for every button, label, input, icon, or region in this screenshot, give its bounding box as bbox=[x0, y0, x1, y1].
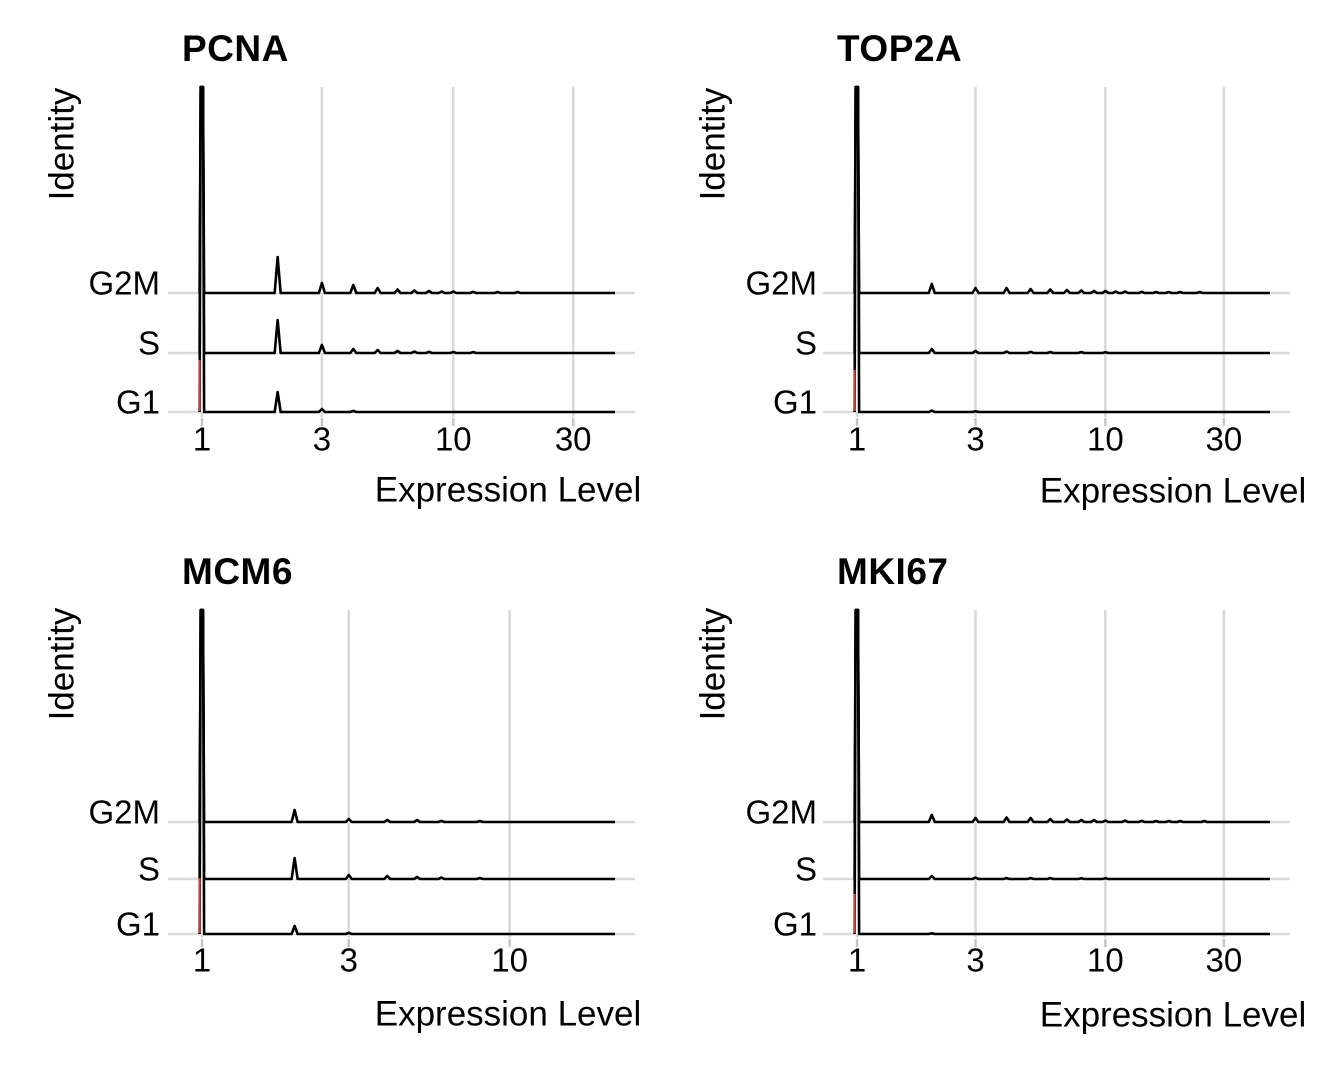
panel-title-pcna: PCNA bbox=[182, 28, 289, 69]
ridge-mki67-s bbox=[853, 608, 1270, 881]
x-tick-label-mcm6-3: 3 bbox=[339, 941, 358, 979]
ridge-mcm6-g1 bbox=[198, 608, 615, 936]
x-axis-title-top2a: Expression Level bbox=[1039, 471, 1307, 511]
y-axis-title-mki67: Identity bbox=[693, 607, 733, 721]
x-tick-label-top2a-1: 1 bbox=[847, 420, 867, 458]
ridge-mcm6-g2m bbox=[198, 608, 615, 824]
x-tick-label-mki67-1: 1 bbox=[847, 941, 867, 979]
ridge-top2a-g2m bbox=[853, 85, 1270, 295]
x-tick-label-pcna-3: 3 bbox=[312, 420, 332, 458]
x-tick-label-mki67-3: 3 bbox=[966, 941, 985, 979]
x-tick-label-mki67-10: 10 bbox=[1087, 941, 1124, 979]
x-tick-label-mki67-30: 30 bbox=[1205, 941, 1243, 979]
category-label-mcm6-g1: G1 bbox=[115, 905, 160, 943]
category-label-top2a-g1: G1 bbox=[772, 383, 817, 421]
category-label-mki67-g1: G1 bbox=[772, 905, 817, 943]
x-tick-label-top2a-3: 3 bbox=[966, 420, 985, 458]
ridge-top2a-g1 bbox=[853, 85, 1270, 414]
x-axis-title-mki67: Expression Level bbox=[1039, 995, 1307, 1035]
x-tick-label-mcm6-1: 1 bbox=[192, 941, 212, 979]
panel-title-mcm6: MCM6 bbox=[182, 551, 293, 592]
ridge-pcna-g1 bbox=[198, 85, 615, 414]
y-axis-title-top2a: Identity bbox=[693, 87, 733, 201]
ridge-top2a-s bbox=[853, 85, 1270, 355]
category-label-mki67-g2m: G2M bbox=[745, 793, 817, 831]
x-tick-label-pcna-30: 30 bbox=[554, 420, 592, 458]
category-label-pcna-g2m: G2M bbox=[88, 264, 160, 302]
ridge-pcna-g2m bbox=[198, 85, 615, 295]
x-tick-label-pcna-1: 1 bbox=[192, 420, 212, 458]
x-tick-label-top2a-10: 10 bbox=[1087, 420, 1124, 458]
x-tick-label-pcna-10: 10 bbox=[434, 420, 472, 458]
x-axis-title-pcna: Expression Level bbox=[374, 470, 642, 510]
category-label-mki67-s: S bbox=[794, 850, 817, 888]
category-label-mcm6-s: S bbox=[137, 850, 160, 888]
panel-title-mki67: MKI67 bbox=[837, 551, 949, 592]
category-label-top2a-s: S bbox=[794, 324, 817, 362]
category-label-pcna-g1: G1 bbox=[115, 383, 160, 421]
ridge-mcm6-s bbox=[198, 608, 615, 881]
y-axis-title-pcna: Identity bbox=[42, 87, 82, 201]
ridge-mki67-g2m bbox=[853, 608, 1270, 824]
category-label-pcna-s: S bbox=[137, 324, 160, 362]
ridge-pcna-s bbox=[198, 85, 615, 355]
x-axis-title-mcm6: Expression Level bbox=[374, 994, 642, 1034]
category-label-top2a-g2m: G2M bbox=[745, 264, 817, 302]
category-label-mcm6-g2m: G2M bbox=[88, 793, 160, 831]
x-tick-label-mcm6-10: 10 bbox=[491, 941, 528, 979]
x-tick-label-top2a-30: 30 bbox=[1205, 420, 1243, 458]
panel-title-top2a: TOP2A bbox=[837, 28, 963, 69]
ridge-mki67-g1 bbox=[853, 608, 1270, 936]
y-axis-title-mcm6: Identity bbox=[42, 607, 82, 721]
